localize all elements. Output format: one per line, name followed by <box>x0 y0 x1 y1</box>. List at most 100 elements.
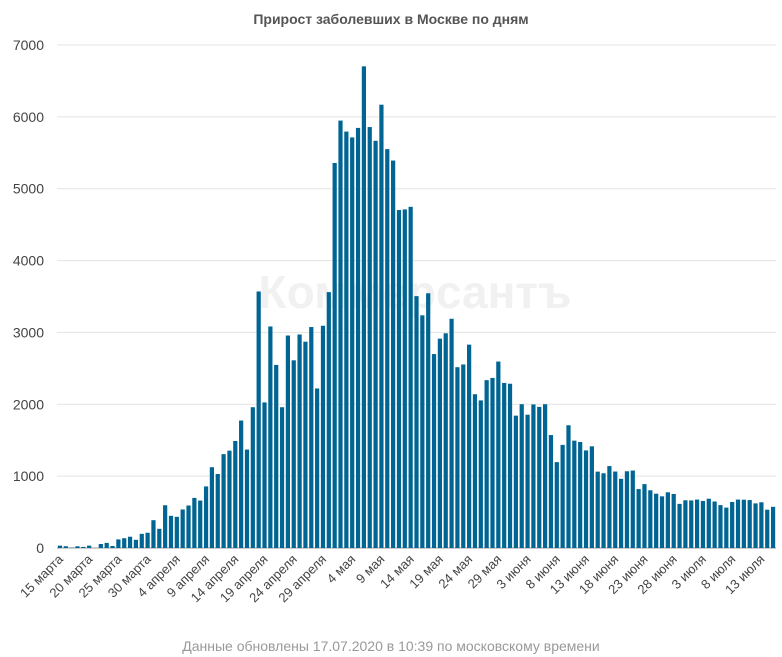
bar <box>730 502 735 548</box>
bar <box>396 210 402 548</box>
bar <box>665 492 670 548</box>
bar <box>332 162 337 549</box>
bar <box>57 545 63 548</box>
bar <box>414 296 419 548</box>
bar <box>478 400 483 548</box>
bar <box>437 338 442 548</box>
bar <box>104 542 109 548</box>
bar <box>373 140 378 549</box>
y-tick-label: 5000 <box>13 181 44 197</box>
bar <box>116 539 121 548</box>
bar <box>770 506 776 548</box>
bar <box>461 364 466 548</box>
bar <box>239 420 244 548</box>
bar <box>122 538 127 548</box>
bar <box>385 149 390 548</box>
bar <box>449 318 454 548</box>
y-tick-label: 4000 <box>13 253 44 269</box>
bar <box>683 500 688 548</box>
bar <box>431 354 437 548</box>
bar <box>525 414 530 548</box>
bar <box>706 498 711 548</box>
bar <box>601 473 606 548</box>
bar <box>192 497 197 548</box>
bar <box>63 546 68 548</box>
bar <box>303 341 308 548</box>
bar <box>765 509 770 548</box>
bar <box>724 507 729 548</box>
bar <box>531 404 536 548</box>
bar <box>297 334 302 548</box>
bar <box>496 361 501 548</box>
bar <box>338 120 343 548</box>
bar <box>537 406 542 548</box>
bar <box>151 520 156 548</box>
bar <box>309 327 314 548</box>
bar <box>741 499 746 548</box>
bar <box>513 415 518 548</box>
bar <box>671 493 676 548</box>
bar <box>642 484 647 548</box>
bar <box>572 440 577 548</box>
bar <box>560 444 565 548</box>
bar <box>519 404 524 548</box>
chart-title: Прирост заболевших в Москве по дням <box>253 11 529 27</box>
bar <box>110 545 115 548</box>
bar <box>198 500 203 548</box>
bar <box>233 441 238 548</box>
bar <box>174 516 179 548</box>
bar <box>472 394 478 548</box>
y-tick-label: 6000 <box>13 109 44 125</box>
bar <box>262 402 267 548</box>
bar <box>408 206 413 548</box>
bar <box>589 446 594 548</box>
bar <box>391 160 396 549</box>
bar <box>379 104 384 549</box>
bar <box>367 127 372 548</box>
bar <box>654 493 659 548</box>
bar <box>630 470 635 548</box>
bar <box>127 536 133 548</box>
y-axis-ticks: 0 1000 2000 3000 4000 5000 6000 7000 <box>13 37 44 556</box>
bars <box>57 66 776 549</box>
bar <box>490 377 495 548</box>
bar <box>689 500 694 548</box>
bar <box>618 478 624 548</box>
bar <box>256 291 261 548</box>
bar <box>759 502 764 548</box>
bar <box>221 454 226 548</box>
bar <box>157 528 162 548</box>
bar <box>355 127 361 549</box>
bar <box>554 462 559 548</box>
bar <box>344 131 349 548</box>
bar <box>139 533 144 548</box>
bar <box>227 450 232 548</box>
y-tick-label: 3000 <box>13 324 44 340</box>
bar <box>659 496 665 548</box>
bar <box>402 209 407 548</box>
bar <box>578 442 583 548</box>
bar <box>747 500 752 548</box>
bar <box>543 404 548 548</box>
bar <box>712 501 717 548</box>
bar <box>145 532 150 548</box>
bar <box>443 333 448 548</box>
y-tick-label: 7000 <box>13 37 44 53</box>
bar <box>583 450 589 548</box>
bar <box>700 500 706 548</box>
bar <box>326 292 331 548</box>
bar <box>350 137 355 548</box>
bar <box>268 326 273 548</box>
bar <box>636 489 641 548</box>
bar <box>624 471 630 548</box>
bar <box>677 503 682 548</box>
bar <box>203 486 209 548</box>
bar <box>566 425 571 548</box>
bar <box>455 367 460 548</box>
bar <box>279 407 285 548</box>
y-tick-label: 2000 <box>13 396 44 412</box>
bar <box>133 539 139 548</box>
